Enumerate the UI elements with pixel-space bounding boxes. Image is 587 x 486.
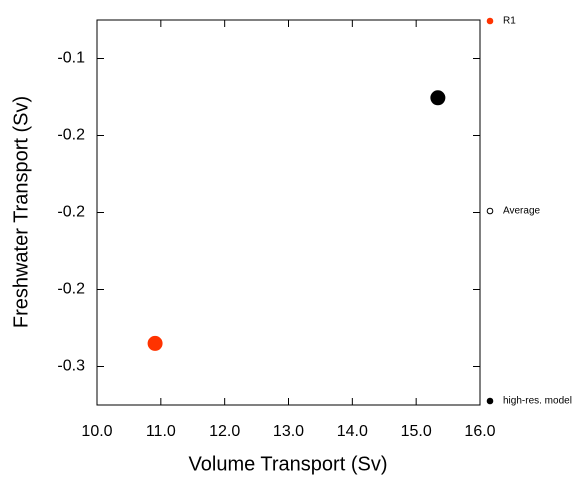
y-axis-label: Freshwater Transport (Sv) (10, 96, 32, 328)
x-tick-label: 12.0 (209, 423, 240, 440)
legend-marker (486, 397, 494, 405)
y-tick-label: -0.2 (57, 204, 85, 221)
legend-label: R1 (503, 16, 516, 27)
x-axis-label: Volume Transport (Sv) (189, 453, 388, 475)
legend-label: Average (503, 206, 541, 217)
x-tick-label: 13.0 (273, 423, 304, 440)
point (430, 90, 446, 106)
y-tick-label: -0.1 (57, 50, 85, 67)
legend-marker (486, 207, 494, 215)
x-tick-label: 10.0 (81, 423, 112, 440)
x-tick-label: 15.0 (401, 423, 432, 440)
legend-marker (486, 17, 494, 25)
x-tick-label: 16.0 (464, 423, 495, 440)
y-tick-label: -0.3 (57, 358, 85, 375)
point (147, 335, 163, 351)
legend-label: high-res. model (503, 396, 572, 407)
x-tick-label: 11.0 (146, 423, 176, 440)
x-tick-label: 14.0 (337, 423, 368, 440)
y-tick-label: -0.2 (57, 127, 85, 144)
y-tick-label: -0.2 (57, 281, 85, 298)
